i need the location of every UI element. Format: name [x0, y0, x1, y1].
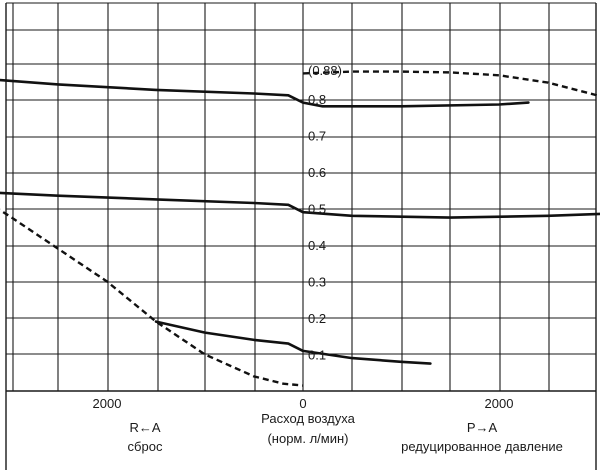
y-tick-label: 0.3: [308, 275, 326, 290]
x-tick-label: 0: [299, 396, 306, 411]
pressure-curve-3: [154, 320, 432, 365]
grid: [5, 2, 597, 470]
series-group: [0, 70, 600, 387]
right-caption: P→A редуцированное давление: [401, 420, 563, 454]
dashed-curve-4: [0, 208, 304, 387]
y-tick-label: 0.4: [308, 238, 326, 253]
x-tick-labels: 40002000020004000: [93, 396, 514, 411]
y-tick-label: 0.6: [308, 165, 326, 180]
y-tick-label: (0.88): [308, 63, 342, 78]
x-axis-label-line-2: (норм. л/мин): [267, 431, 348, 446]
right-caption-line-1: P→A: [467, 420, 498, 435]
left-caption-line-1: R←A: [129, 420, 160, 435]
x-axis-label-line-1: Расход воздуха: [261, 411, 355, 426]
left-caption-line-2: сброс: [128, 439, 163, 454]
pressure-curve-2: [0, 191, 600, 219]
pressure-curve-1: [0, 78, 530, 108]
y-tick-label: 0.8: [308, 92, 326, 107]
y-tick-label: 0.2: [308, 311, 326, 326]
x-axis-label: Расход воздуха (норм. л/мин): [261, 411, 355, 446]
y-tick-label: 0.1: [308, 348, 326, 363]
y-tick-label: 0.5: [308, 202, 326, 217]
right-caption-line-2: редуцированное давление: [401, 439, 563, 454]
left-caption: R←A сброс: [128, 420, 163, 454]
dashed-curve-5: [302, 70, 600, 98]
y-tick-label: 0.7: [308, 129, 326, 144]
x-tick-label: 2000: [93, 396, 122, 411]
y-tick-labels: (0.88) 0.8 0.7 0.6 0.5 0.4 0.3 0.2 0.1: [308, 63, 342, 363]
x-tick-label: 2000: [485, 396, 514, 411]
